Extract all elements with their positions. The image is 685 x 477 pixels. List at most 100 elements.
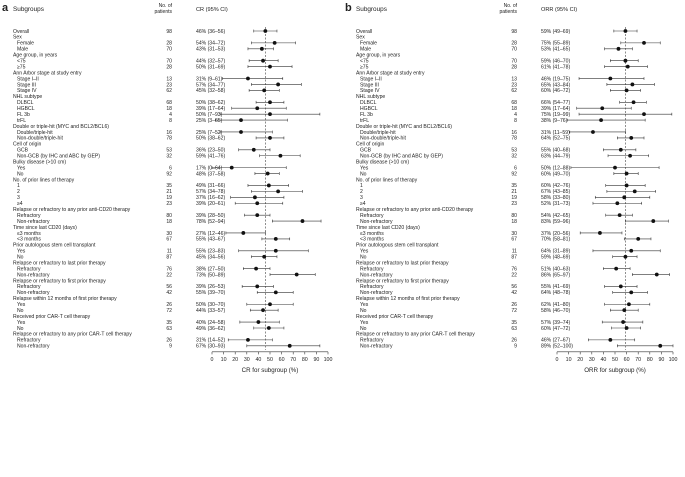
row-label: Non-refractory: [360, 344, 393, 350]
forest-panel-a: [211, 27, 329, 355]
row-ci-text: 38% (27–50): [196, 266, 225, 272]
row-ci-text: 39% (26–53): [196, 284, 225, 290]
point-estimate: [276, 82, 281, 87]
row-ci-text: 31% (9–61): [196, 76, 223, 82]
row-patients: 11: [167, 249, 172, 255]
row-ci-text: 75% (19–99): [541, 112, 570, 118]
point-estimate: [273, 290, 278, 295]
panel-label: a: [2, 2, 9, 14]
row-label: 2: [360, 189, 363, 195]
x-tick-label: 40: [600, 357, 606, 363]
row-patients: 98: [511, 29, 517, 35]
subgroup-header: Prior autologous stem cell transplant: [356, 243, 439, 249]
row-label: DLBCL: [360, 100, 377, 106]
point-estimate: [229, 165, 234, 170]
point-estimate: [629, 248, 634, 253]
row-ci-text: 58% (33–80): [541, 195, 570, 201]
x-tick-label: 50: [612, 357, 618, 363]
point-estimate: [631, 100, 636, 105]
row-ci-text: 40% (24–58): [196, 320, 225, 326]
row-patients: 23: [511, 82, 517, 88]
point-estimate: [273, 237, 278, 241]
point-estimate: [622, 195, 627, 200]
subgroup-header: Bulky disease (>10 cm): [356, 159, 409, 165]
subgroup-header: Time since last CD20 (days): [356, 225, 420, 231]
x-tick-label: 20: [577, 357, 583, 363]
row-label: <3 months: [360, 237, 384, 243]
row-patients: 56: [511, 284, 517, 290]
point-estimate: [265, 171, 270, 176]
subgroup-header: Relapse or refractory to any prior anti-…: [356, 207, 474, 213]
row-patients: 16: [511, 130, 517, 136]
row-patients: 42: [166, 290, 172, 296]
row-patients: 23: [511, 201, 517, 207]
point-estimate: [600, 106, 605, 111]
point-estimate: [262, 254, 267, 259]
row-patients: 53: [511, 148, 517, 154]
row-ci-text: 59% (46–70): [541, 59, 570, 65]
row-ci-text: 25% (3–65): [196, 118, 223, 124]
row-patients: 21: [511, 189, 517, 195]
row-label: Female: [17, 41, 34, 47]
point-estimate: [630, 82, 635, 87]
row-label: <3 months: [17, 237, 41, 243]
point-estimate: [263, 29, 268, 33]
row-patients: 30: [166, 231, 172, 237]
row-ci-text: 50% (30–70): [196, 302, 225, 308]
x-tick-label: 80: [647, 357, 653, 363]
x-tick-label: 0: [556, 357, 559, 363]
point-estimate: [261, 308, 265, 313]
row-ci-text: 43% (31–53): [196, 47, 225, 53]
point-estimate: [613, 165, 617, 170]
row-label: GCB: [17, 148, 29, 154]
row-label: Yes: [17, 320, 26, 326]
row-ci-text: 60% (46–72): [541, 88, 570, 94]
row-patients: 62: [511, 88, 517, 94]
point-estimate: [636, 237, 641, 241]
subgroup-header: Time since last CD20 (days): [13, 225, 77, 231]
row-ci-text: 57% (39–74): [541, 320, 570, 326]
row-label: DLBCL: [17, 100, 34, 106]
row-label: Double/triple-hit: [360, 130, 396, 136]
row-ci-text: 31% (11–59): [541, 130, 570, 136]
row-ci-text: 39% (17–64): [196, 106, 225, 112]
row-ci-text: 31% (14–52): [196, 338, 225, 344]
point-estimate: [624, 183, 629, 188]
row-label: Yes: [360, 302, 369, 308]
row-ci-text: 51% (40–63): [541, 266, 570, 272]
row-ci-text: 25% (7–52): [196, 130, 223, 136]
point-estimate: [251, 147, 256, 152]
row-label: Refractory: [17, 213, 41, 219]
row-patients: 28: [511, 41, 517, 47]
x-tick-label: 20: [232, 357, 238, 363]
row-ci-text: 57% (34–78): [196, 189, 225, 195]
subgroup-header: No. of prior lines of therapy: [356, 177, 418, 183]
x-tick-label: 30: [244, 357, 250, 363]
col-header-patients-line1: No. of: [159, 3, 173, 9]
row-label: Overall: [13, 29, 29, 35]
row-patients: 26: [166, 338, 172, 344]
point-estimate: [608, 76, 613, 81]
row-patients: 67: [511, 237, 517, 243]
row-ci-text: 62% (41–80): [541, 302, 570, 308]
row-ci-text: 49% (31–66): [196, 183, 225, 189]
row-patients: 35: [511, 320, 517, 326]
x-tick-label: 90: [313, 357, 319, 363]
row-ci-text: 46% (19–75): [541, 76, 570, 82]
row-ci-text: 78% (52–94): [196, 219, 225, 225]
row-patients: 18: [166, 219, 172, 225]
row-ci-text: 49% (36–62): [196, 326, 225, 332]
point-estimate: [651, 219, 656, 223]
row-ci-text: 44% (33–57): [196, 308, 225, 314]
row-ci-text: 50% (7–93): [196, 112, 223, 118]
row-label: No: [17, 308, 24, 314]
subgroup-header: Cell of origin: [356, 142, 384, 148]
row-ci-text: 55% (39–70): [196, 290, 225, 296]
x-tick-label: 50: [267, 357, 273, 363]
row-label: 2: [17, 189, 20, 195]
row-patients: 18: [166, 106, 172, 112]
row-ci-text: 70% (58–81): [541, 237, 570, 243]
row-label: Non-double/triple-hit: [360, 136, 406, 142]
point-estimate: [599, 118, 603, 122]
row-label: Stage IV: [360, 88, 380, 94]
